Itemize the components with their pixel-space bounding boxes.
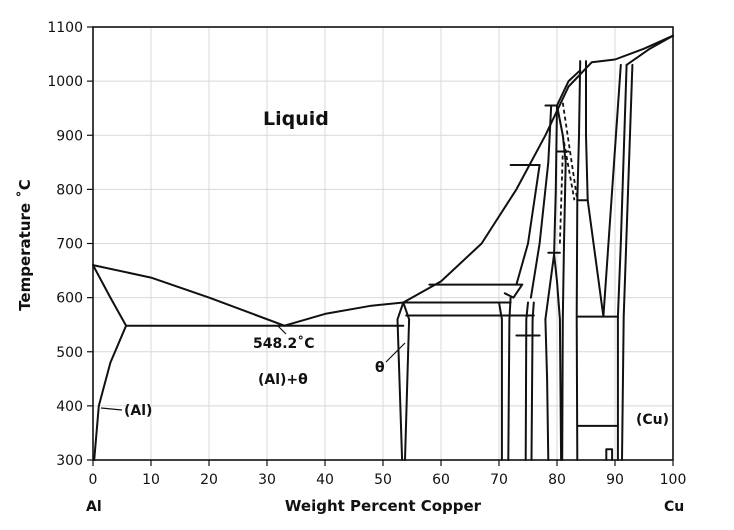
phase-line-liquidus-theta <box>283 34 674 327</box>
x-tick-label: 50 <box>374 472 392 488</box>
phase-line-theta-right <box>402 301 411 461</box>
y-tick-label: 300 <box>56 453 83 469</box>
y-tick-label: 1000 <box>47 74 83 90</box>
phase-line-beta-eutectoid <box>586 63 622 318</box>
phase-lines <box>92 34 674 461</box>
y-tick-label: 700 <box>56 237 83 253</box>
phase-line-alpha2-box <box>605 448 614 461</box>
phase-line-solidus-al <box>92 264 128 327</box>
phase-line-eta-left <box>498 301 503 461</box>
phase-line-epsilon-left <box>515 164 541 286</box>
phase-line-beta-dome-left <box>556 69 582 107</box>
pointer-theta <box>385 342 406 363</box>
phase-line-beta-left <box>575 60 582 461</box>
region-label-al: (Al) <box>124 403 152 419</box>
phase-line-zeta-left <box>524 301 529 461</box>
x-axis-title: Weight Percent Copper <box>285 497 482 515</box>
phase-line-eta-right <box>507 296 512 461</box>
y-tick-label: 900 <box>56 128 83 144</box>
region-label-al-theta: (Al)+θ <box>258 372 308 388</box>
phase-line-gamma-left <box>553 104 558 256</box>
y-tick-label: 500 <box>56 345 83 361</box>
phase-line-eta-cap <box>503 283 524 299</box>
phase-line-theta-left <box>396 301 405 461</box>
phase-line-zeta-right <box>530 301 535 461</box>
phase-line-dash-1 <box>561 102 579 201</box>
phase-line-solvus-al <box>93 324 128 461</box>
y-tick-label: 1100 <box>47 20 83 36</box>
region-label-cu: (Cu) <box>636 412 669 428</box>
x-tick-label: 10 <box>142 472 160 488</box>
eutectic-temperature-label: 548.2˚C <box>253 335 315 352</box>
phase-line-dash-3 <box>559 151 564 244</box>
x-tick-label: 100 <box>660 472 687 488</box>
x-end-label-al: Al <box>86 499 102 515</box>
y-axis-title: Temperature ˚C <box>16 179 34 311</box>
y-tick-label: 400 <box>56 399 83 415</box>
y-tick-label: 800 <box>56 182 83 198</box>
phase-line-liquidus-al <box>92 264 286 327</box>
x-tick-label: 80 <box>548 472 566 488</box>
phase-line-solidus-cu <box>625 34 674 66</box>
ticks: 0 10 20 30 40 50 60 70 80 90 100 300 400 500 600 700 800… <box>47 20 686 488</box>
x-tick-label: 30 <box>258 472 276 488</box>
x-tick-label: 20 <box>200 472 218 488</box>
x-tick-label: 40 <box>316 472 334 488</box>
phase-line-delta-left <box>544 318 550 461</box>
phase-line-cu-solvus-2 <box>621 63 634 461</box>
phase-line-cu-solvus <box>616 63 628 461</box>
phase-line-beta-right <box>585 60 589 202</box>
x-tick-label: 90 <box>606 472 624 488</box>
x-tick-label: 70 <box>490 472 508 488</box>
x-tick-label: 60 <box>432 472 450 488</box>
x-end-label-cu: Cu <box>664 499 684 515</box>
phase-line-dash-2 <box>561 135 576 201</box>
pointer-al <box>100 407 123 411</box>
phase-line-gamma-right <box>556 104 567 461</box>
phase-line-epsilon-right <box>529 104 553 299</box>
y-tick-label: 600 <box>56 291 83 307</box>
x-tick-label: 0 <box>89 472 98 488</box>
phase-line-delta-dome <box>544 253 563 461</box>
region-label-theta: θ <box>375 360 385 376</box>
pointer-eutectic <box>277 325 287 335</box>
region-label-liquid: Liquid <box>263 108 329 130</box>
